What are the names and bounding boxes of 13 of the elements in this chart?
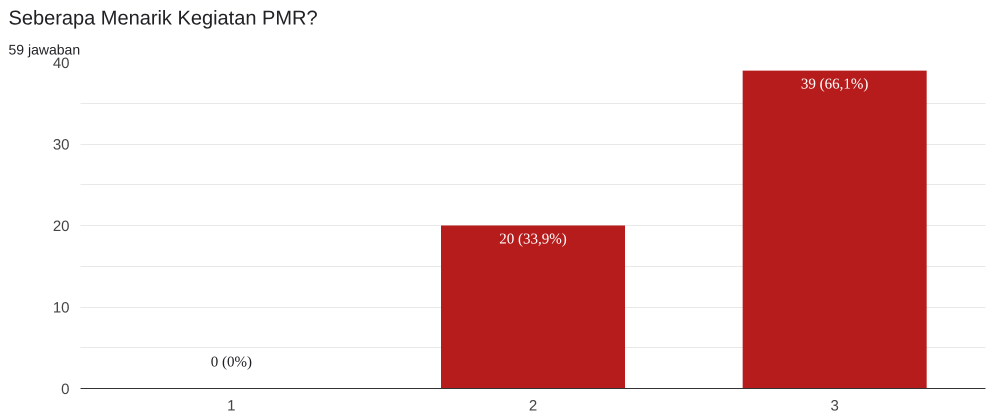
x-tick-label: 2 (528, 398, 538, 414)
y-tick-label: 20 (52, 218, 70, 235)
data-label: 20 (33,9%) (499, 232, 567, 248)
x-tick-label: 3 (830, 398, 839, 414)
y-tick-label: 40 (52, 55, 70, 72)
y-tick-label: 0 (61, 381, 70, 398)
x-tick-label: 1 (227, 398, 236, 414)
chart-subtitle: 59 jawaban (8, 42, 80, 58)
data-label: 39 (66,1%) (800, 76, 868, 93)
data-label: 0 (0%) (210, 354, 252, 370)
y-tick-label: 30 (52, 136, 70, 154)
y-tick-label: 10 (52, 300, 70, 316)
chart-title: Seberapa Menarik Kegiatan PMR? (8, 8, 318, 30)
